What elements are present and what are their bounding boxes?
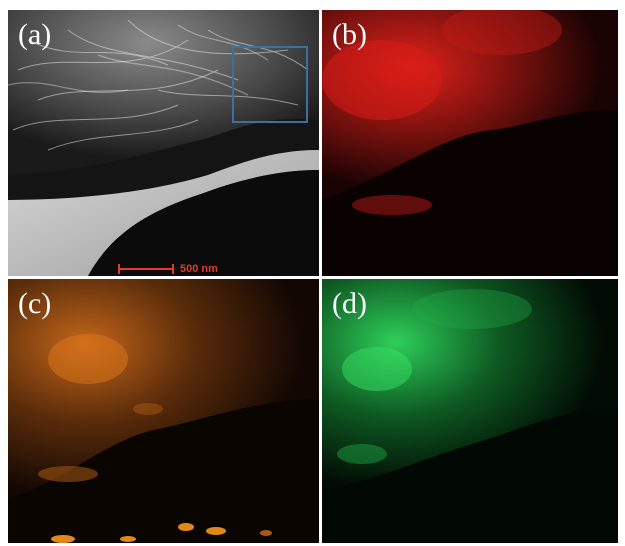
panel-a-micrograph: 500 nm (a) [8, 10, 319, 276]
panel-d-map: (d) [322, 279, 618, 543]
panel-c-map: (c) [8, 279, 319, 543]
scale-bar-tick-right [172, 264, 174, 274]
scale-bar-label: 500 nm [180, 263, 218, 275]
map-image-red [322, 10, 618, 276]
map-image-orange [8, 279, 319, 543]
micrograph-image [8, 10, 319, 276]
panel-label-d: (d) [332, 287, 367, 320]
scale-bar: 500 nm [118, 262, 218, 276]
scale-bar-tick-left [118, 264, 120, 274]
panel-label-a: (a) [18, 18, 52, 51]
panel-b-map: (b) [322, 10, 618, 276]
scale-bar-line [118, 268, 174, 270]
panel-label-b: (b) [332, 18, 367, 51]
region-of-interest-box [232, 46, 308, 123]
panel-label-c: (c) [18, 287, 52, 320]
map-image-green [322, 279, 618, 543]
